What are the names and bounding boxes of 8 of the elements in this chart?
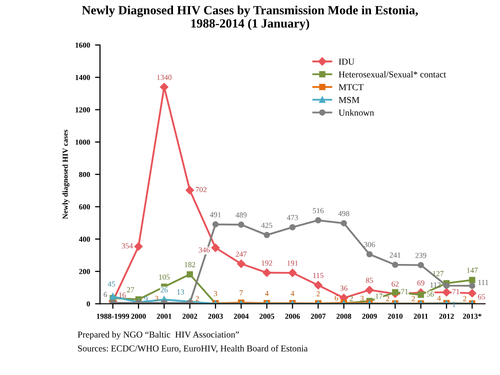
legend-label: Unknown <box>338 109 374 116</box>
legend-label: MTCT <box>338 84 364 90</box>
legend-label: IDU <box>338 58 354 65</box>
text: Prepared by NGO “Baltic HIV Association” <box>78 331 239 340</box>
legend-label: MSM <box>338 96 360 103</box>
source-note: Sources: ECDC/WHO Euro, EuroHIV, Health Board of Estonia <box>78 345 308 353</box>
chart-title: Newly Diagnosed HIV Cases by Transmission Mode in Estonia, 1988-2014 (1 January) <box>82 6 418 30</box>
legend-label: Heterosexual/Sexual* contact <box>338 71 446 78</box>
